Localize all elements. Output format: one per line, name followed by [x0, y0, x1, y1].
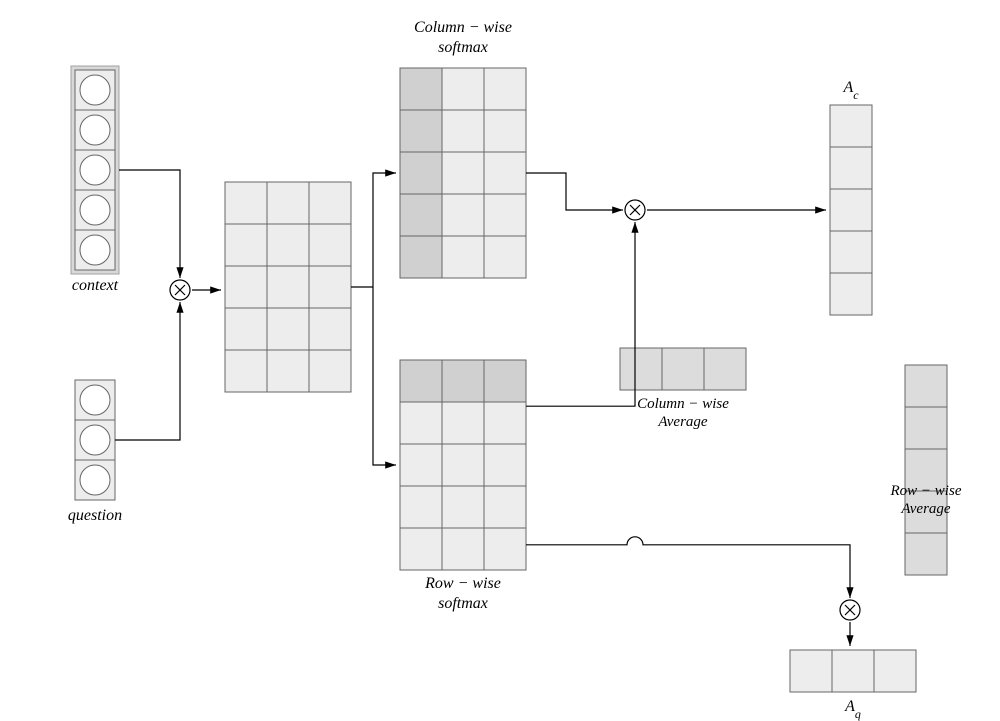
question-vector: [75, 380, 115, 500]
attention-diagram: context question Column − wise softmax Row −…: [0, 0, 1000, 721]
multiply-op-1: [170, 280, 190, 300]
context-label: context: [72, 277, 119, 294]
column-average-vector: [620, 348, 746, 390]
col-avg-label-1: Column − wise: [637, 396, 729, 412]
Ac-label: Ac: [842, 79, 859, 102]
Ac-vector: [830, 105, 872, 315]
question-label: question: [68, 507, 122, 524]
Aq-label: Aq: [844, 698, 861, 721]
row-softmax-label-1: Row − wise: [424, 575, 501, 592]
row-softmax-matrix: [400, 360, 526, 570]
col-softmax-label-1: Column − wise: [414, 19, 512, 36]
col-softmax-label-2: softmax: [438, 39, 488, 56]
row-avg-label-2: Average: [900, 501, 950, 517]
row-softmax-label-2: softmax: [438, 595, 488, 612]
column-softmax-matrix: [400, 68, 526, 278]
multiply-op-2: [625, 200, 645, 220]
col-avg-label-2: Average: [657, 414, 707, 430]
row-average-vector: [905, 365, 947, 575]
similarity-matrix: [225, 182, 351, 392]
row-avg-label-1: Row − wise: [890, 483, 962, 499]
Aq-vector: [790, 650, 916, 692]
context-vector: [71, 66, 119, 274]
multiply-op-3: [840, 600, 860, 620]
